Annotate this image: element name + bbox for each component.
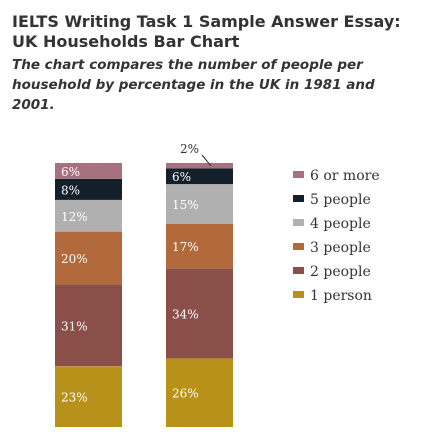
data-label-1981-3-people: 20% bbox=[61, 252, 88, 266]
data-label-2001-5-people: 6% bbox=[172, 170, 191, 184]
data-label-1981-4-people: 12% bbox=[61, 210, 88, 224]
bar-segment-2001-6-or-more bbox=[166, 163, 233, 169]
bar-segment-2001-1-person bbox=[166, 358, 233, 427]
bar-segment-1981-4-people bbox=[55, 200, 122, 232]
data-label-2001-3-people: 17% bbox=[172, 240, 199, 254]
data-label-2001-6-or-more: 2% bbox=[180, 142, 199, 156]
legend-label-3-people: 3 people bbox=[310, 240, 371, 256]
legend-label-2-people: 2 people bbox=[310, 264, 371, 280]
leader-line-2001-6-or-more bbox=[201, 154, 212, 167]
legend-swatch-3-people bbox=[293, 243, 304, 250]
legend-label-1-person: 1 person bbox=[310, 288, 372, 304]
data-label-2001-1-person: 26% bbox=[172, 387, 199, 401]
bar-segment-1981-2-people bbox=[55, 284, 122, 367]
bar-segment-2001-2-people bbox=[166, 268, 233, 359]
chart-description: The chart compares the number of people … bbox=[12, 57, 375, 113]
data-label-1981-6-or-more: 6% bbox=[61, 165, 80, 179]
data-label-1981-1-person: 23% bbox=[61, 391, 88, 405]
legend-swatch-1-person bbox=[293, 291, 304, 298]
chart-header: IELTS Writing Task 1 Sample Answer Essay… bbox=[12, 12, 422, 115]
chart-title-line2: UK Households Bar Chart bbox=[12, 32, 240, 51]
data-label-2001-2-people: 34% bbox=[172, 308, 199, 322]
legend-swatch-4-people bbox=[293, 219, 304, 226]
bar-segment-2001-3-people bbox=[166, 223, 233, 269]
bar-segment-1981-6-or-more bbox=[55, 163, 122, 179]
data-label-1981-5-people: 8% bbox=[61, 183, 80, 197]
legend-label-5-people: 5 people bbox=[310, 192, 371, 208]
legend-swatch-2-people bbox=[293, 267, 304, 274]
bar-segment-1981-1-person bbox=[55, 366, 122, 427]
legend-swatch-6-or-more bbox=[293, 171, 304, 178]
bar-segment-1981-3-people bbox=[55, 231, 122, 285]
legend-swatch-5-people bbox=[293, 195, 304, 202]
bar-segment-2001-4-people bbox=[166, 184, 233, 224]
bar-segment-2001-5-people bbox=[166, 168, 233, 185]
data-label-1981-2-people: 31% bbox=[61, 319, 88, 333]
legend-label-6-or-more: 6 or more bbox=[310, 168, 380, 184]
legend-label-4-people: 4 people bbox=[310, 216, 371, 232]
data-label-2001-4-people: 15% bbox=[172, 198, 199, 212]
bar-segment-1981-5-people bbox=[55, 178, 122, 200]
chart-title-line1: IELTS Writing Task 1 Sample Answer Essay… bbox=[12, 12, 401, 31]
